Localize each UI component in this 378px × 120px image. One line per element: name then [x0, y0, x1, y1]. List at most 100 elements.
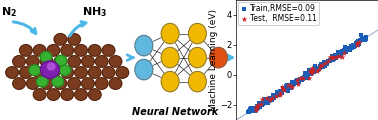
Train,RMSE=0.09 [282, 88, 288, 90]
Circle shape [189, 23, 206, 44]
Train,RMSE=0.09 [293, 80, 299, 82]
Train,RMSE=0.09 [275, 91, 281, 93]
Circle shape [55, 55, 67, 66]
Train,RMSE=0.09 [331, 56, 337, 58]
Train,RMSE=0.09 [261, 102, 267, 104]
Train,RMSE=0.09 [299, 79, 305, 81]
Test,  RMSE=0.11 [306, 77, 312, 78]
Train,RMSE=0.09 [328, 59, 334, 61]
Train,RMSE=0.09 [351, 46, 357, 48]
Test,  RMSE=0.11 [355, 42, 361, 44]
Train,RMSE=0.09 [314, 68, 321, 70]
Train,RMSE=0.09 [316, 68, 322, 70]
Circle shape [26, 56, 39, 67]
Train,RMSE=0.09 [279, 92, 285, 94]
Train,RMSE=0.09 [285, 85, 291, 87]
Train,RMSE=0.09 [341, 51, 347, 53]
Test,  RMSE=0.11 [318, 65, 324, 67]
Train,RMSE=0.09 [261, 102, 267, 104]
Train,RMSE=0.09 [325, 60, 331, 62]
Train,RMSE=0.09 [251, 107, 257, 109]
Test,  RMSE=0.11 [289, 86, 295, 88]
Circle shape [95, 78, 108, 89]
Train,RMSE=0.09 [312, 68, 318, 70]
Train,RMSE=0.09 [254, 108, 260, 109]
Train,RMSE=0.09 [335, 51, 341, 53]
Test,  RMSE=0.11 [329, 57, 335, 59]
Train,RMSE=0.09 [321, 61, 327, 63]
Circle shape [68, 56, 81, 67]
Train,RMSE=0.09 [330, 59, 336, 61]
Train,RMSE=0.09 [255, 107, 261, 109]
Circle shape [54, 34, 67, 45]
Train,RMSE=0.09 [299, 78, 305, 80]
Train,RMSE=0.09 [282, 89, 288, 91]
Train,RMSE=0.09 [297, 78, 304, 80]
Train,RMSE=0.09 [280, 89, 287, 91]
Train,RMSE=0.09 [355, 40, 361, 42]
Train,RMSE=0.09 [294, 79, 300, 81]
Train,RMSE=0.09 [320, 66, 326, 68]
Train,RMSE=0.09 [260, 103, 266, 105]
Train,RMSE=0.09 [332, 54, 338, 56]
Circle shape [209, 47, 227, 68]
Test,  RMSE=0.11 [285, 84, 291, 86]
Test,  RMSE=0.11 [330, 56, 336, 58]
Circle shape [40, 56, 53, 67]
Test,  RMSE=0.11 [325, 60, 332, 62]
Train,RMSE=0.09 [291, 83, 297, 85]
Circle shape [61, 45, 73, 56]
Train,RMSE=0.09 [317, 65, 323, 67]
Train,RMSE=0.09 [305, 73, 311, 75]
Train,RMSE=0.09 [359, 38, 365, 39]
Train,RMSE=0.09 [257, 104, 263, 106]
Train,RMSE=0.09 [307, 73, 313, 75]
Train,RMSE=0.09 [271, 95, 277, 96]
Test,  RMSE=0.11 [277, 92, 283, 94]
Train,RMSE=0.09 [249, 110, 256, 111]
Circle shape [68, 78, 81, 89]
Train,RMSE=0.09 [274, 92, 280, 93]
Circle shape [29, 65, 40, 75]
Train,RMSE=0.09 [319, 65, 325, 67]
Train,RMSE=0.09 [302, 72, 308, 74]
Train,RMSE=0.09 [249, 108, 255, 110]
Test,  RMSE=0.11 [280, 88, 286, 90]
Train,RMSE=0.09 [247, 111, 253, 112]
Train,RMSE=0.09 [330, 57, 336, 59]
Train,RMSE=0.09 [322, 62, 328, 64]
Train,RMSE=0.09 [265, 101, 271, 102]
Circle shape [33, 67, 46, 78]
Train,RMSE=0.09 [271, 97, 277, 99]
Circle shape [13, 56, 25, 67]
Train,RMSE=0.09 [347, 49, 353, 51]
Train,RMSE=0.09 [319, 63, 325, 65]
Train,RMSE=0.09 [281, 87, 287, 89]
Circle shape [48, 63, 55, 70]
Circle shape [20, 67, 32, 78]
Test,  RMSE=0.11 [254, 106, 260, 108]
Train,RMSE=0.09 [352, 44, 358, 46]
Train,RMSE=0.09 [301, 76, 307, 78]
Train,RMSE=0.09 [361, 39, 367, 41]
Train,RMSE=0.09 [352, 45, 358, 47]
Train,RMSE=0.09 [300, 77, 306, 79]
Train,RMSE=0.09 [342, 46, 348, 48]
Train,RMSE=0.09 [338, 53, 344, 55]
Test,  RMSE=0.11 [319, 64, 325, 66]
Train,RMSE=0.09 [339, 51, 345, 53]
Circle shape [95, 56, 108, 67]
Train,RMSE=0.09 [323, 61, 329, 63]
Train,RMSE=0.09 [267, 97, 273, 99]
Train,RMSE=0.09 [322, 65, 328, 67]
Train,RMSE=0.09 [308, 72, 314, 74]
Train,RMSE=0.09 [313, 65, 319, 67]
Test,  RMSE=0.11 [277, 94, 283, 96]
Train,RMSE=0.09 [260, 102, 266, 104]
Circle shape [109, 78, 122, 89]
Train,RMSE=0.09 [294, 81, 300, 82]
Train,RMSE=0.09 [323, 62, 329, 64]
Circle shape [161, 47, 179, 68]
Circle shape [37, 76, 48, 87]
Train,RMSE=0.09 [318, 63, 324, 65]
